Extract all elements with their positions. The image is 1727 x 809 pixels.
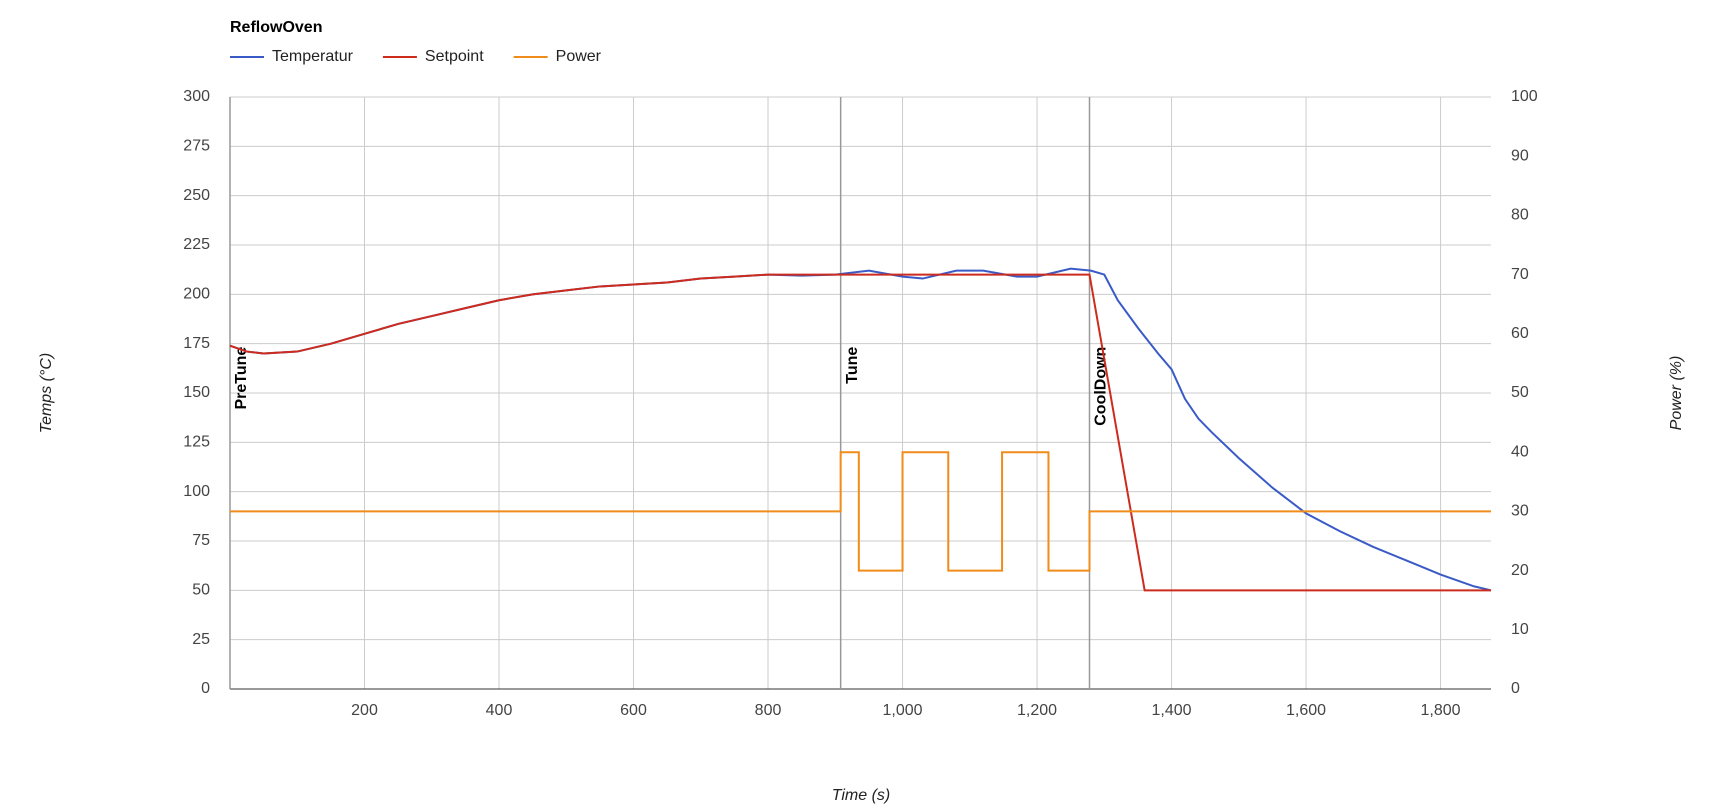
y2-tick-label: 90: [1511, 147, 1529, 164]
y-tick-label: 250: [183, 187, 210, 204]
y2-axis-title: Power (%): [1668, 356, 1685, 431]
x-tick-label: 1,600: [1286, 702, 1326, 719]
y-tick-label: 50: [192, 582, 210, 599]
x-tick-label: 200: [351, 702, 378, 719]
legend-label: Power: [556, 48, 602, 65]
y-tick-label: 75: [192, 532, 210, 549]
y-tick-label: 150: [183, 384, 210, 401]
y2-tick-label: 80: [1511, 207, 1529, 224]
series-line: [229, 267, 1492, 592]
y2-tick-label: 60: [1511, 325, 1529, 342]
y2-tick-label: 70: [1511, 266, 1529, 283]
series-line: [229, 273, 1491, 592]
annotation-label: Tune: [844, 347, 861, 384]
y2-tick-label: 20: [1511, 562, 1529, 579]
x-tick-label: 600: [620, 702, 647, 719]
y2-tick-label: 10: [1511, 621, 1529, 638]
x-tick-label: 800: [755, 702, 782, 719]
y2-tick-label: 0: [1511, 680, 1520, 697]
y-tick-label: 275: [183, 138, 210, 155]
annotation-label: CoolDown: [1093, 347, 1110, 426]
x-tick-label: 1,200: [1017, 702, 1057, 719]
y-tick-label: 125: [183, 434, 210, 451]
x-tick-label: 400: [486, 702, 513, 719]
y-tick-label: 25: [192, 631, 210, 648]
y-axis-title: Temps (°C): [38, 353, 55, 433]
x-tick-label: 1,000: [883, 702, 923, 719]
annotation-label: PreTune: [233, 347, 250, 410]
y2-tick-label: 40: [1511, 443, 1529, 460]
y2-tick-label: 30: [1511, 503, 1529, 520]
y2-tick-label: 50: [1511, 384, 1529, 401]
y-tick-label: 225: [183, 236, 210, 253]
x-tick-label: 1,800: [1421, 702, 1461, 719]
y-tick-label: 175: [183, 335, 210, 352]
legend-label: Setpoint: [425, 48, 484, 65]
chart-title: ReflowOven: [230, 19, 322, 36]
legend-label: Temperatur: [272, 48, 354, 65]
y2-tick-label: 100: [1511, 88, 1538, 105]
series-line: [230, 451, 1491, 572]
y-tick-label: 0: [201, 680, 210, 697]
y-tick-label: 200: [183, 286, 210, 303]
y-tick-label: 300: [183, 88, 210, 105]
x-tick-label: 1,400: [1152, 702, 1192, 719]
y-tick-label: 100: [183, 483, 210, 500]
x-axis-title: Time (s): [832, 787, 891, 804]
